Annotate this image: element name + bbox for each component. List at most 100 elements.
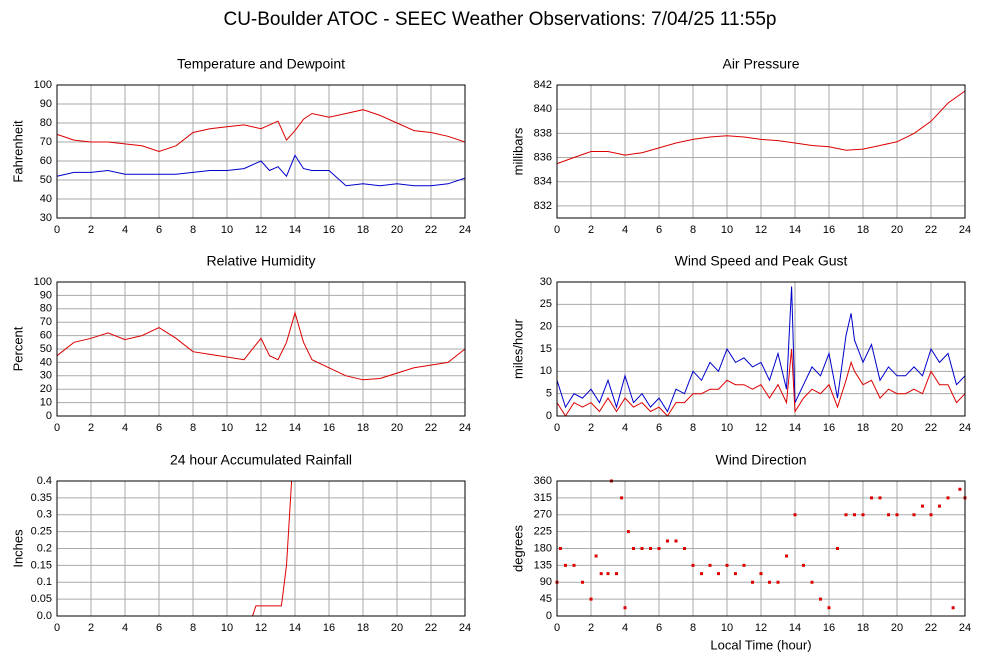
y-tick-label: 180 (534, 542, 552, 554)
scatter-point (887, 513, 890, 517)
scatter-point (921, 504, 924, 508)
scatter-point (929, 513, 933, 517)
scatter-point (615, 572, 618, 576)
x-tick-label: 22 (925, 422, 937, 434)
y-tick-label: 40 (40, 356, 52, 368)
y-tick-label: 0.05 (31, 593, 52, 605)
plot-border (556, 281, 966, 417)
x-tick-label: 14 (789, 224, 801, 236)
y-tick-label: 30 (40, 370, 52, 382)
scatter-point (558, 547, 562, 550)
x-tick-label: 0 (54, 422, 60, 434)
x-tick-label: 4 (622, 422, 628, 434)
y-tick-label: 90 (40, 98, 52, 110)
x-axis-label: Local Time (hour) (710, 637, 811, 652)
y-tick-label: 315 (534, 492, 552, 504)
scatter-point (564, 563, 567, 567)
scatter-point (674, 539, 678, 543)
x-tick-label: 16 (323, 422, 335, 434)
x-tick-label: 6 (156, 622, 162, 634)
chart-title: Air Pressure (722, 56, 799, 72)
scatter-point (606, 572, 610, 576)
chart-title: Wind Speed and Peak Gust (675, 253, 848, 269)
scatter-point (594, 554, 598, 558)
x-tick-label: 6 (656, 622, 662, 634)
y-tick-label: 30 (40, 212, 52, 224)
scatter-point (581, 580, 584, 584)
scatter-point (951, 606, 955, 610)
y-axis-label: Percent (10, 326, 25, 371)
x-tick-label: 22 (925, 224, 937, 236)
x-tick-label: 18 (857, 622, 869, 634)
x-tick-label: 18 (357, 622, 369, 634)
y-tick-label: 90 (40, 289, 52, 301)
scatter-point (827, 606, 831, 610)
y-tick-label: 80 (40, 303, 52, 315)
plot-border (56, 281, 466, 417)
x-tick-label: 0 (54, 224, 60, 236)
scatter-point (649, 547, 652, 550)
scatter-point (958, 487, 962, 491)
y-tick-label: 832 (534, 200, 552, 212)
x-tick-label: 6 (156, 224, 162, 236)
x-tick-label: 12 (755, 224, 767, 236)
scatter-point (819, 597, 822, 601)
x-tick-label: 24 (959, 422, 971, 434)
y-axis-label: degrees (510, 525, 525, 572)
scatter-point (853, 513, 856, 517)
page-title: CU-Boulder ATOC - SEEC Weather Observati… (223, 9, 776, 30)
x-tick-label: 10 (721, 224, 733, 236)
y-tick-label: 0 (546, 410, 552, 422)
chart-title: Wind Direction (715, 452, 806, 468)
series-line (556, 286, 966, 413)
scatter-point (691, 563, 695, 567)
scatter-point (708, 563, 712, 567)
y-tick-label: 834 (534, 176, 552, 188)
y-tick-label: 20 (40, 383, 52, 395)
y-axis-label: miles/hour (510, 318, 525, 379)
x-tick-label: 4 (622, 224, 628, 236)
x-tick-label: 18 (857, 422, 869, 434)
y-tick-label: 70 (40, 136, 52, 148)
x-tick-label: 8 (190, 224, 196, 236)
x-tick-label: 18 (357, 224, 369, 236)
y-tick-label: 40 (40, 193, 52, 205)
y-tick-label: 0.1 (37, 576, 52, 588)
scatter-point (946, 496, 950, 500)
series-line (556, 348, 966, 417)
scatter-point (861, 513, 865, 517)
x-tick-label: 4 (122, 224, 128, 236)
x-tick-label: 24 (459, 422, 471, 434)
x-tick-label: 10 (221, 422, 233, 434)
x-tick-label: 14 (789, 622, 801, 634)
y-tick-label: 840 (534, 103, 552, 115)
y-tick-label: 0.4 (37, 475, 52, 487)
scatter-point (572, 563, 576, 567)
x-tick-label: 6 (656, 224, 662, 236)
x-tick-label: 16 (323, 224, 335, 236)
x-tick-label: 20 (891, 622, 903, 634)
y-tick-label: 70 (40, 316, 52, 328)
y-tick-label: 5 (546, 388, 552, 400)
y-tick-label: 50 (40, 343, 52, 355)
x-tick-label: 12 (255, 422, 267, 434)
y-tick-label: 25 (540, 298, 552, 310)
series-line (56, 310, 466, 381)
x-tick-label: 10 (721, 622, 733, 634)
y-tick-label: 50 (40, 174, 52, 186)
chart-title: 24 hour Accumulated Rainfall (170, 452, 352, 468)
x-tick-label: 2 (88, 622, 94, 634)
chart-title: Temperature and Dewpoint (177, 56, 345, 72)
y-tick-label: 360 (534, 475, 552, 487)
x-tick-label: 14 (289, 224, 301, 236)
x-tick-label: 18 (357, 422, 369, 434)
scatter-point (725, 563, 729, 567)
x-tick-label: 4 (122, 622, 128, 634)
series-line (56, 154, 466, 187)
y-tick-label: 842 (534, 79, 552, 91)
x-tick-label: 22 (925, 622, 937, 634)
y-tick-label: 0.3 (37, 509, 52, 521)
x-tick-label: 10 (221, 622, 233, 634)
y-tick-label: 60 (40, 155, 52, 167)
